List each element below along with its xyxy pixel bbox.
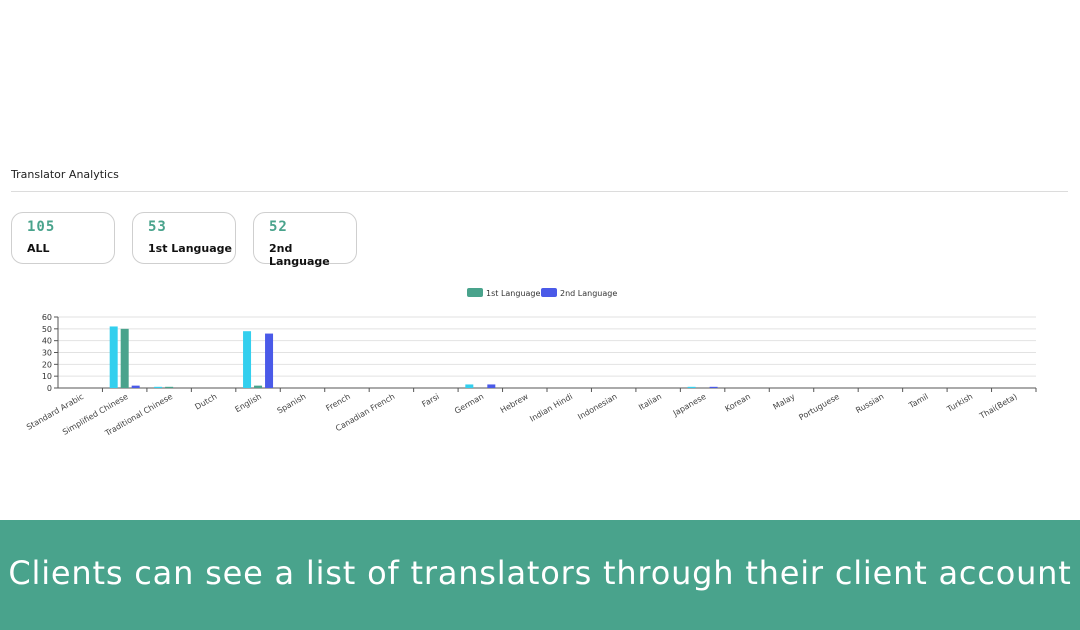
x-tick-label: Korean — [724, 392, 753, 414]
caption-banner: Clients can see a list of translators th… — [0, 520, 1080, 630]
y-tick-label: 10 — [42, 372, 52, 381]
bar — [265, 333, 274, 388]
caption-text: Clients can see a list of translators th… — [8, 554, 1072, 592]
x-tick-label: Farsi — [420, 392, 440, 409]
card-second-language-value: 52 — [269, 219, 288, 235]
x-tick-label: Spanish — [276, 392, 308, 416]
x-tick-label: English — [234, 392, 264, 414]
bar — [165, 386, 174, 388]
bar — [243, 331, 252, 388]
card-all[interactable]: 105 ALL — [11, 212, 115, 264]
bar — [131, 385, 140, 388]
x-tick-label: Thai(Beta) — [977, 392, 1019, 421]
bar — [465, 384, 474, 388]
y-tick-label: 0 — [47, 384, 52, 393]
x-tick-label: French — [324, 392, 352, 413]
y-tick-label: 60 — [42, 313, 52, 322]
x-tick-label: Italian — [637, 392, 663, 412]
bar — [154, 386, 163, 388]
x-tick-label: Indian Hindi — [528, 392, 574, 424]
x-tick-label: Turkish — [945, 392, 975, 414]
card-second-language[interactable]: 52 2nd Language — [253, 212, 357, 268]
card-first-language-label: 1st Language — [148, 242, 233, 255]
x-tick-label: Japanese — [671, 392, 708, 418]
bar — [687, 386, 696, 388]
x-tick-label: Russian — [854, 392, 885, 415]
card-first-language[interactable]: 53 1st Language — [132, 212, 236, 264]
y-tick-label: 40 — [42, 337, 52, 346]
x-tick-label: German — [453, 392, 485, 416]
bar — [254, 385, 263, 388]
x-tick-label: Malay — [771, 392, 796, 412]
x-tick-label: Tamil — [907, 392, 930, 411]
card-all-label: ALL — [27, 242, 50, 255]
bar — [109, 326, 118, 388]
x-tick-label: Portuguese — [797, 392, 841, 422]
x-tick-label: Indonesian — [576, 392, 618, 422]
legend-swatch — [541, 288, 557, 297]
legend-swatch — [467, 288, 483, 297]
divider — [11, 191, 1068, 192]
card-all-value: 105 — [27, 219, 56, 235]
bar — [120, 328, 129, 388]
y-tick-label: 30 — [42, 349, 52, 358]
bar — [487, 384, 496, 388]
x-tick-label: Dutch — [193, 392, 218, 412]
y-tick-label: 50 — [42, 325, 52, 334]
bar — [709, 386, 718, 388]
card-first-language-value: 53 — [148, 219, 167, 235]
legend-label: 1st Language — [486, 289, 540, 298]
section-title: Translator Analytics — [11, 168, 119, 181]
y-tick-label: 20 — [42, 360, 52, 369]
card-second-language-label: 2nd Language — [269, 242, 330, 268]
x-tick-label: Hebrew — [499, 392, 530, 415]
legend-label: 2nd Language — [560, 289, 617, 298]
